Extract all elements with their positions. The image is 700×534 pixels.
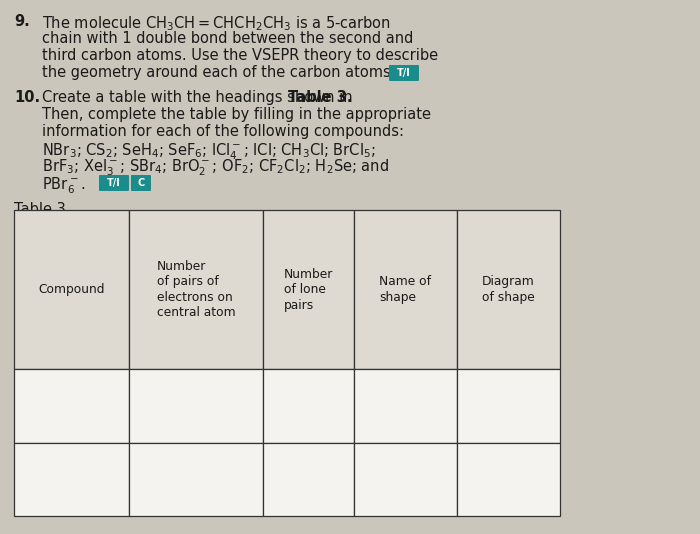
Text: T/I: T/I — [397, 68, 411, 78]
Text: 10.: 10. — [14, 90, 40, 105]
Text: information for each of the following compounds:: information for each of the following co… — [42, 124, 404, 139]
FancyBboxPatch shape — [131, 175, 151, 191]
Text: Diagram
of shape: Diagram of shape — [482, 276, 535, 304]
Text: $\mathregular{PBr_6^-}$.: $\mathregular{PBr_6^-}$. — [42, 175, 85, 195]
Text: Then, complete the table by filling in the appropriate: Then, complete the table by filling in t… — [42, 107, 431, 122]
Text: Table 3.: Table 3. — [288, 90, 352, 105]
Bar — [130, 443, 262, 516]
Bar — [457, 210, 560, 369]
Bar — [130, 210, 262, 369]
Bar — [354, 210, 457, 369]
Text: chain with 1 double bond between the second and: chain with 1 double bond between the sec… — [42, 31, 414, 46]
Text: third carbon atoms. Use the VSEPR theory to describe: third carbon atoms. Use the VSEPR theory… — [42, 48, 438, 63]
FancyBboxPatch shape — [389, 65, 419, 81]
Bar — [457, 443, 560, 516]
Bar — [14, 210, 130, 369]
Bar — [130, 369, 262, 443]
Text: The molecule $\mathregular{CH_3CH{=}CHCH_2CH_3}$ is a 5-carbon: The molecule $\mathregular{CH_3CH{=}CHCH… — [42, 14, 391, 33]
Text: Compound: Compound — [38, 283, 105, 296]
Text: Name of
shape: Name of shape — [379, 276, 431, 304]
FancyBboxPatch shape — [99, 175, 129, 191]
Text: the geometry around each of the carbon atoms.: the geometry around each of the carbon a… — [42, 65, 395, 80]
Text: 9.: 9. — [14, 14, 29, 29]
Text: $\mathregular{BrF_3}$; $\mathregular{XeI_3^-}$; $\mathregular{SBr_4}$; $\mathreg: $\mathregular{BrF_3}$; $\mathregular{XeI… — [42, 158, 389, 178]
Bar — [262, 210, 354, 369]
Text: Table 3: Table 3 — [14, 202, 66, 217]
Bar — [457, 369, 560, 443]
Bar — [14, 443, 130, 516]
Text: Number
of pairs of
electrons on
central atom: Number of pairs of electrons on central … — [157, 260, 235, 319]
Bar — [14, 369, 130, 443]
Text: C: C — [137, 178, 145, 188]
Text: T/I: T/I — [107, 178, 121, 188]
Text: Create a table with the headings shown in: Create a table with the headings shown i… — [42, 90, 357, 105]
Text: Number
of lone
pairs: Number of lone pairs — [284, 268, 333, 311]
Bar — [262, 369, 354, 443]
Bar — [354, 443, 457, 516]
Text: $\mathregular{NBr_3}$; $\mathregular{CS_2}$; $\mathregular{SeH_4}$; $\mathregula: $\mathregular{NBr_3}$; $\mathregular{CS_… — [42, 141, 376, 161]
Bar — [262, 443, 354, 516]
Bar — [354, 369, 457, 443]
